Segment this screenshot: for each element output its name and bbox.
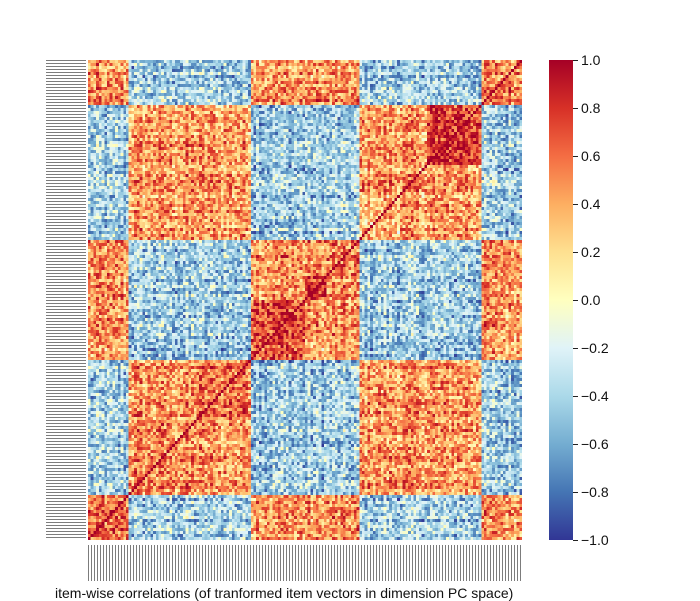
colorbar-tick-label: −0.6 — [581, 436, 609, 452]
colorbar-tick-label: 0.8 — [581, 100, 601, 116]
heatmap-grid — [88, 60, 522, 540]
colorbar-tick — [573, 108, 578, 109]
colorbar-tick — [573, 252, 578, 253]
y-tick-labels — [46, 60, 86, 540]
colorbar-tick-label: −0.4 — [581, 388, 609, 404]
colorbar-tick-label: −0.8 — [581, 484, 609, 500]
colorbar-tick-label: −1.0 — [581, 532, 609, 548]
colorbar-tick — [573, 60, 578, 61]
colorbar — [549, 60, 573, 540]
colorbar-tick — [573, 204, 578, 205]
colorbar-tick — [573, 540, 578, 541]
colorbar-tick-label: 0.4 — [581, 196, 601, 212]
colorbar-tick-label: 0.6 — [581, 148, 601, 164]
colorbar-tick-label: −0.2 — [581, 340, 609, 356]
x-tick-labels — [88, 545, 522, 581]
colorbar-tick — [573, 348, 578, 349]
colorbar-tick-label: 0.2 — [581, 244, 601, 260]
colorbar-tick — [573, 396, 578, 397]
x-axis-label: item-wise correlations (of tranformed it… — [55, 585, 514, 601]
colorbar-tick-label: 0.0 — [581, 292, 601, 308]
colorbar-tick-label: 1.0 — [581, 52, 601, 68]
colorbar-tick — [573, 492, 578, 493]
colorbar-tick — [573, 444, 578, 445]
colorbar-tick — [573, 300, 578, 301]
colorbar-tick — [573, 156, 578, 157]
